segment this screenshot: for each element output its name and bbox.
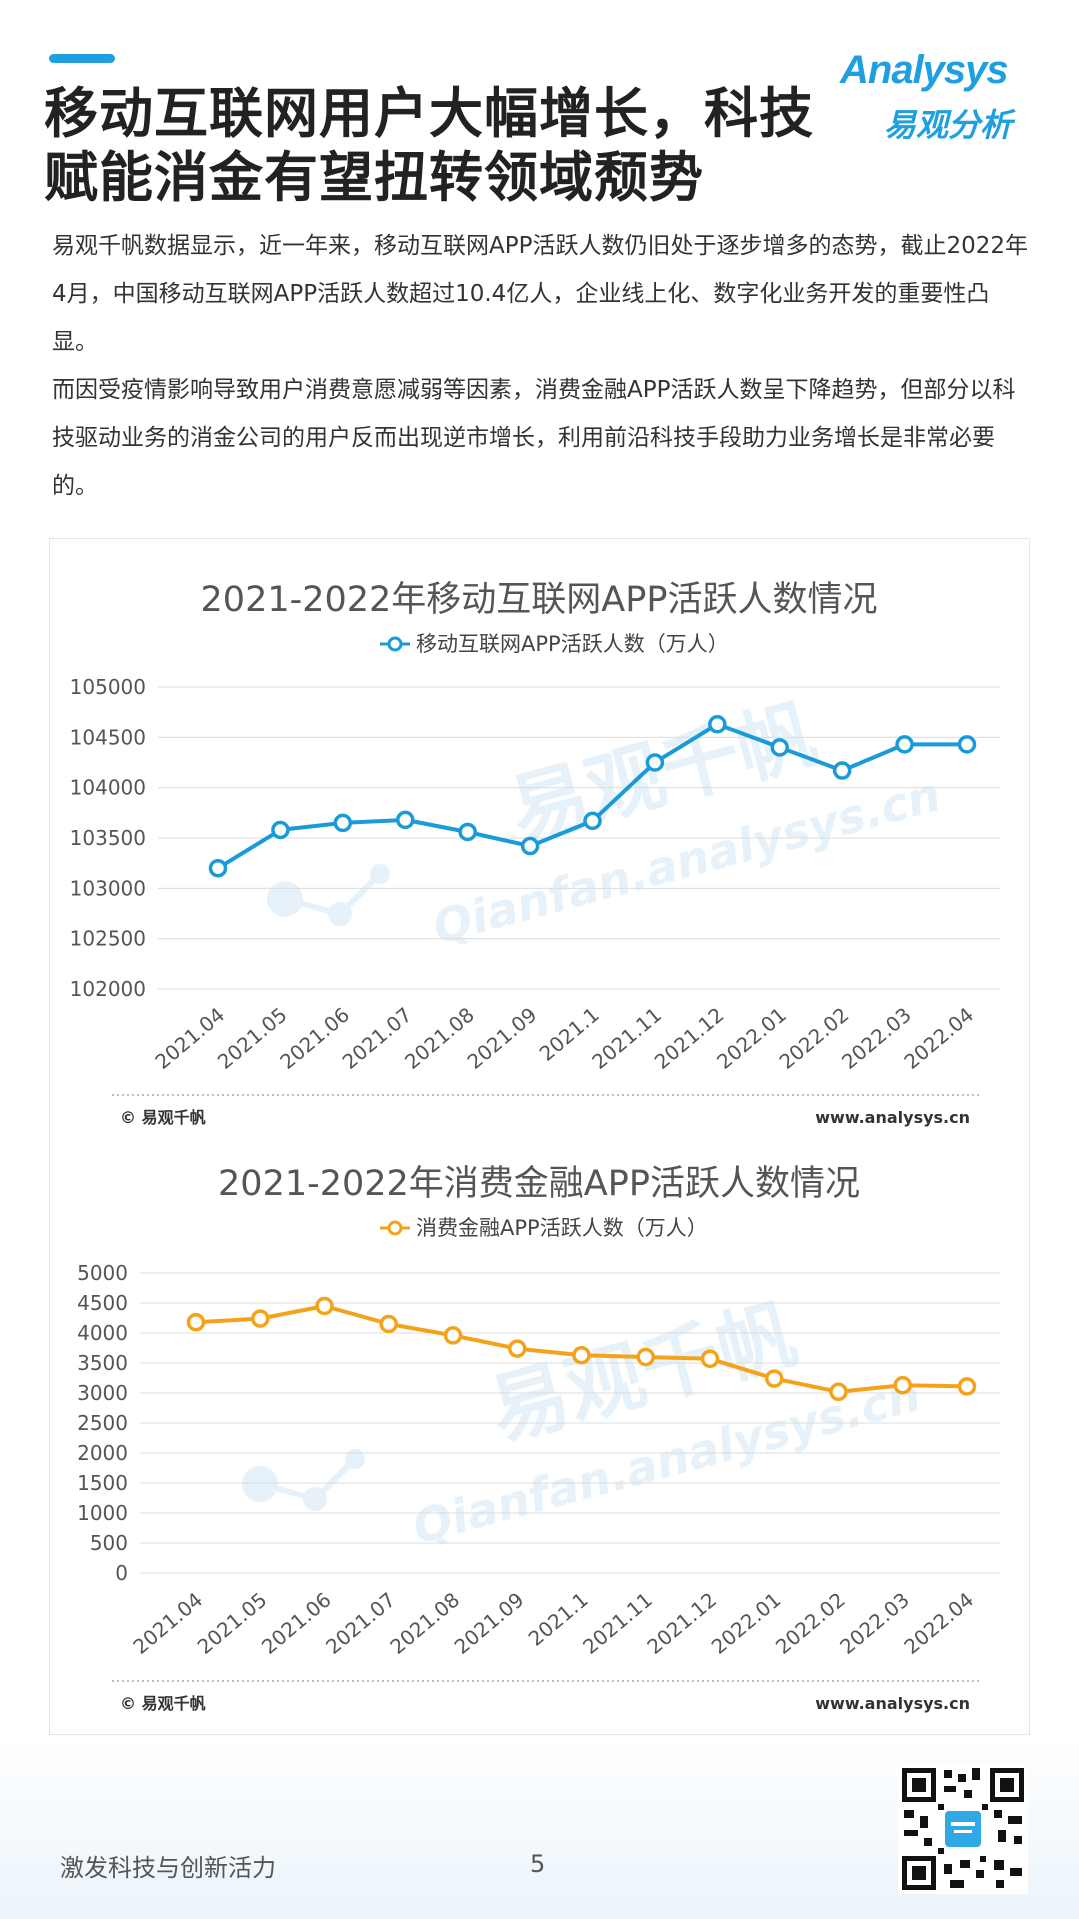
watermark-link-icon <box>337 871 383 917</box>
chart-title: 2021-2022年移动互联网APP活跃人数情况 <box>201 580 878 620</box>
y-tick-label: 3500 <box>77 1351 128 1375</box>
data-point <box>443 1326 463 1345</box>
data-point <box>315 1296 334 1316</box>
data-point <box>572 1345 591 1365</box>
logo-wordmark: Analysys <box>840 48 1009 92</box>
x-tick-label: 2022.04 <box>899 1002 978 1074</box>
analysys-logo: Analysys 易观分析 <box>840 48 1040 148</box>
x-tick-label: 2021.11 <box>587 1002 666 1074</box>
data-point <box>700 1349 720 1369</box>
x-tick-label: 2021.06 <box>275 1002 354 1074</box>
x-tick-label: 2021.05 <box>193 1587 272 1659</box>
x-tick-label: 2021.06 <box>257 1587 336 1659</box>
legend-label: 消费金融APP活跃人数（万人） <box>416 1216 708 1240</box>
y-tick-label: 1500 <box>77 1471 128 1495</box>
data-point <box>832 761 852 780</box>
y-tick-label: 104000 <box>70 776 146 800</box>
x-tick-label: 2022.01 <box>712 1002 791 1074</box>
chart-site: www.analysys.cn <box>815 1108 970 1127</box>
x-tick-label: 2021.04 <box>150 1002 229 1074</box>
data-point <box>829 1382 848 1402</box>
watermark-link-icon <box>259 1481 316 1502</box>
y-tick-label: 103000 <box>70 876 146 900</box>
data-point <box>186 1312 206 1332</box>
data-point <box>379 1314 398 1334</box>
data-point <box>208 858 228 878</box>
data-point <box>770 738 789 757</box>
x-tick-label: 2021.07 <box>338 1002 417 1074</box>
data-point <box>636 1347 655 1367</box>
x-tick-label: 2021.08 <box>385 1587 464 1659</box>
data-point <box>765 1369 784 1388</box>
y-tick-label: 2500 <box>77 1411 128 1435</box>
x-tick-label: 2021.12 <box>642 1587 721 1659</box>
y-tick-label: 105000 <box>70 675 146 699</box>
data-point <box>895 735 914 754</box>
logo-chinese: 易观分析 <box>884 106 1013 144</box>
legend-marker-icon <box>387 636 403 652</box>
x-tick-label: 2022.01 <box>707 1587 786 1659</box>
data-point <box>271 820 290 840</box>
x-tick-label: 2022.02 <box>771 1587 850 1659</box>
x-tick-label: 2021.04 <box>128 1587 207 1659</box>
x-tick-label: 2021.05 <box>213 1002 292 1074</box>
data-point <box>396 810 415 830</box>
x-tick-label: 2022.03 <box>837 1002 916 1074</box>
watermark-link-icon <box>312 1456 358 1502</box>
intro-text: 易观千帆数据显示，近一年来，移动互联网APP活跃人数仍旧处于逐步增多的态势，截止… <box>52 222 1032 510</box>
y-tick-label: 0 <box>115 1561 128 1585</box>
data-point <box>645 753 665 772</box>
accent-bar <box>49 54 115 63</box>
chart-panel: 易观千帆 Qianfan.analysys.cn 易观千帆 Qianfan.analy… <box>49 538 1030 1735</box>
x-tick-label: 2021.08 <box>400 1002 479 1074</box>
footer-slogan: 激发科技与创新活力 <box>60 1854 276 1882</box>
chart-source: © 易观千帆 <box>120 1108 206 1127</box>
intro-paragraph-1: 易观千帆数据显示，近一年来，移动互联网APP活跃人数仍旧处于逐步增多的态势，截止… <box>52 233 1029 355</box>
data-point <box>251 1309 270 1328</box>
x-tick-label: 2021.11 <box>578 1587 657 1659</box>
data-point <box>583 811 602 831</box>
y-tick-label: 102500 <box>70 927 146 951</box>
qr-code-icon <box>898 1764 1028 1894</box>
data-point <box>458 822 477 842</box>
y-tick-label: 4500 <box>77 1291 128 1315</box>
y-tick-label: 104500 <box>70 725 146 749</box>
page-title: 移动互联网用户大幅增长，科技赋能消金有望扭转领域颓势 <box>44 82 814 209</box>
chart-site: www.analysys.cn <box>815 1694 970 1713</box>
data-point <box>957 1377 977 1396</box>
y-tick-label: 3000 <box>77 1381 128 1405</box>
page-number: 5 <box>530 1850 546 1878</box>
y-tick-label: 4000 <box>77 1321 128 1345</box>
data-point <box>893 1375 912 1395</box>
x-tick-label: 2022.02 <box>775 1002 854 1074</box>
y-tick-label: 500 <box>90 1531 128 1555</box>
data-point <box>508 1339 527 1358</box>
x-tick-label: 2021.07 <box>321 1587 400 1659</box>
x-tick-label: 2021.12 <box>650 1002 729 1074</box>
legend-marker-icon <box>387 1220 403 1236</box>
y-tick-label: 103500 <box>70 826 146 850</box>
x-tick-label: 2022.03 <box>835 1587 914 1659</box>
data-point <box>708 714 727 734</box>
data-point <box>520 836 540 856</box>
x-tick-label: 2022.04 <box>899 1587 978 1659</box>
data-point <box>333 813 353 833</box>
y-tick-label: 5000 <box>77 1261 128 1285</box>
x-tick-label: 2021.09 <box>450 1587 529 1659</box>
chart-title: 2021-2022年消费金融APP活跃人数情况 <box>218 1164 860 1204</box>
chart-source: © 易观千帆 <box>120 1694 206 1713</box>
intro-paragraph-2: 而因受疫情影响导致用户消费意愿减弱等因素，消费金融APP活跃人数呈下降趋势，但部… <box>52 377 1016 499</box>
y-tick-label: 102000 <box>70 977 146 1001</box>
watermark-link-icon <box>284 896 341 917</box>
data-point <box>957 735 977 754</box>
y-tick-label: 2000 <box>77 1441 128 1465</box>
x-tick-label: 2021.09 <box>463 1002 542 1074</box>
legend-label: 移动互联网APP活跃人数（万人） <box>416 632 729 656</box>
y-tick-label: 1000 <box>77 1501 128 1525</box>
